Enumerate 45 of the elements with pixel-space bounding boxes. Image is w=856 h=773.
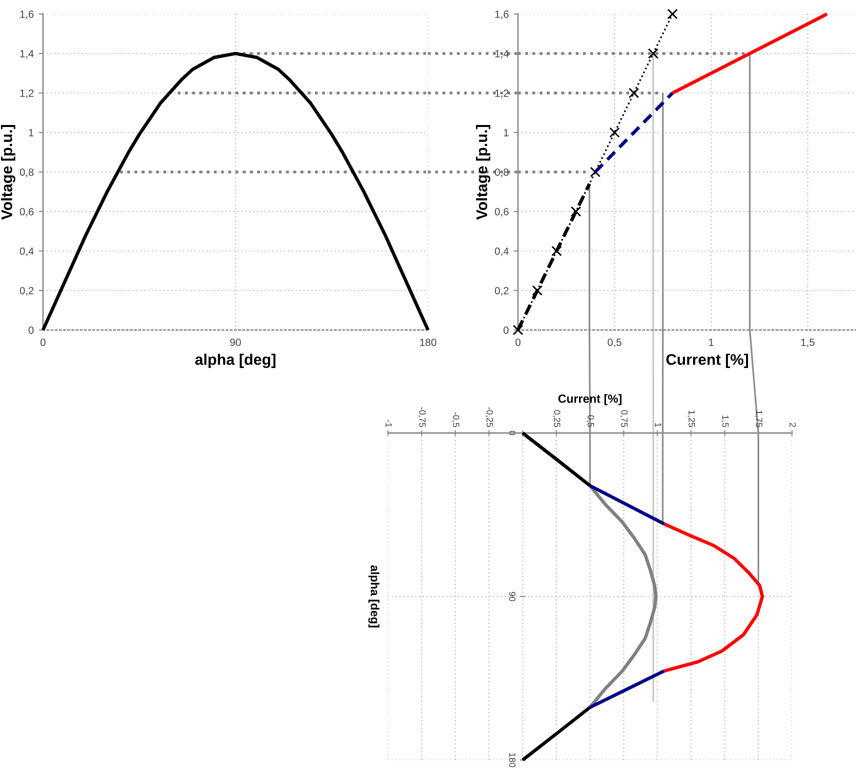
x-tick-label: 2 [790, 422, 796, 427]
y-tick-label: 1,2 [20, 90, 34, 98]
y-tick-label: 0,4 [494, 248, 509, 256]
x-tick-label: 90 [230, 338, 241, 346]
x-tick-label: 0,5 [608, 338, 622, 348]
x-tick-label: 0 [516, 338, 520, 346]
x-tick-label: 0,75 [620, 410, 628, 428]
y-axis-title: alpha [deg] [368, 565, 380, 628]
y-tick-label: 0 [28, 326, 34, 334]
y-tick-label: 0,2 [20, 287, 34, 296]
y-tick-label: 1,4 [495, 50, 509, 59]
x-tick-label: 0,25 [552, 410, 560, 428]
y-tick-label: 1,2 [495, 90, 508, 98]
y-tick-label: 90 [509, 592, 516, 602]
x-tick-label: 1 [709, 338, 714, 346]
x-tick-label: 1,5 [721, 416, 729, 428]
x-tick-label: 0 [40, 338, 46, 346]
y-tick-label: 1,6 [495, 10, 509, 20]
x-axis-title: alpha [deg] [195, 354, 276, 368]
x-tick-label: 0,5 [586, 415, 594, 428]
x-tick-label: -0,75 [418, 407, 426, 428]
x-tick-label: 1,25 [688, 410, 695, 428]
y-tick-label: 0,2 [494, 287, 508, 296]
y-axis-title: Voltage [p.u.] [476, 125, 490, 220]
y-tick-label: 1 [504, 129, 508, 136]
y-axis-title: Voltage [p.u.] [1, 125, 16, 220]
y-tick-label: 1 [28, 129, 34, 136]
y-tick-label: 0,4 [20, 248, 34, 256]
y-tick-label: 0,8 [494, 168, 509, 178]
x-tick-label: 180 [420, 338, 436, 346]
y-tick-label: 0,8 [20, 168, 34, 178]
x-axis-title: Current [%] [558, 394, 622, 406]
x-tick-label: -0,25 [486, 407, 493, 428]
x-tick-label: 1,5 [801, 338, 815, 348]
x-tick-label: -1 [386, 420, 392, 428]
x-tick-label: 1 [655, 423, 662, 428]
y-tick-label: 0 [504, 326, 509, 334]
x-tick-label: -0,5 [452, 412, 460, 428]
y-tick-label: 1,6 [20, 10, 34, 20]
y-tick-label: 0,6 [494, 208, 509, 217]
y-tick-label: 1,4 [20, 50, 34, 59]
x-axis-title: Current [%] [666, 354, 748, 368]
y-tick-label: 0,6 [20, 208, 34, 217]
x-tick-label: 1,75 [754, 410, 762, 428]
y-tick-label: 180 [509, 753, 516, 768]
